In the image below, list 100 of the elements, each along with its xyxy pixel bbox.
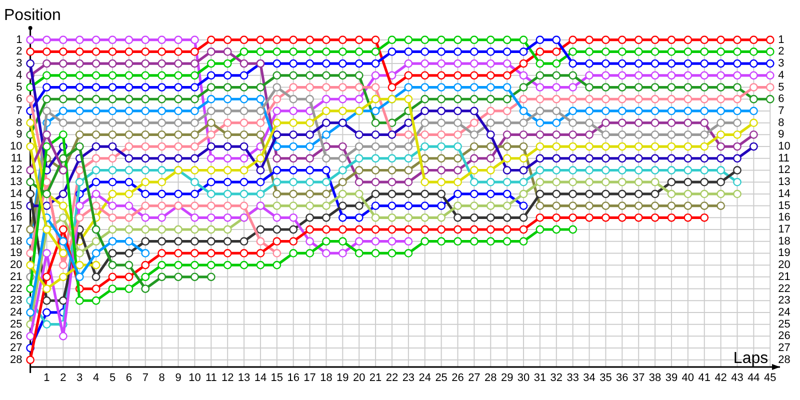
- point: [667, 59, 676, 68]
- y2-tick-label: 3: [778, 58, 784, 70]
- point: [141, 237, 150, 246]
- point: [174, 94, 182, 104]
- point: [502, 83, 512, 92]
- point: [454, 83, 462, 92]
- point: [92, 71, 100, 80]
- point: [124, 213, 134, 222]
- y-tick-label: 5: [16, 81, 22, 94]
- point: [223, 71, 232, 80]
- point: [240, 48, 248, 56]
- point: [289, 237, 298, 246]
- point: [289, 202, 298, 210]
- point: [223, 225, 232, 234]
- point: [371, 154, 380, 163]
- x-tick-label: 21: [369, 372, 382, 384]
- point: [470, 202, 478, 210]
- point: [124, 225, 134, 234]
- point: [124, 154, 134, 163]
- point: [502, 166, 512, 174]
- point: [306, 166, 314, 174]
- point: [141, 272, 150, 282]
- point: [650, 213, 660, 222]
- point: [684, 94, 692, 104]
- point: [58, 296, 68, 305]
- point: [92, 154, 100, 163]
- y-tick-label: 2: [16, 46, 22, 58]
- y-tick-label: 20: [10, 259, 22, 272]
- point: [552, 36, 561, 44]
- point: [306, 225, 314, 234]
- point: [502, 130, 512, 139]
- point: [338, 178, 347, 186]
- point: [437, 106, 446, 116]
- point: [420, 225, 430, 234]
- point: [42, 106, 51, 116]
- point: [766, 36, 774, 44]
- point: [124, 284, 134, 293]
- point: [322, 202, 330, 210]
- point: [552, 118, 561, 128]
- point: [602, 48, 610, 56]
- point: [602, 190, 610, 198]
- x-tick-label: 18: [320, 372, 332, 384]
- point: [223, 118, 232, 128]
- point: [486, 142, 495, 151]
- point: [141, 48, 150, 56]
- point: [306, 118, 314, 128]
- point: [190, 178, 199, 186]
- point: [470, 106, 478, 116]
- point: [158, 118, 166, 128]
- point: [733, 166, 742, 174]
- point: [650, 59, 660, 68]
- point: [75, 83, 84, 92]
- point: [158, 36, 166, 44]
- point: [141, 284, 150, 293]
- point: [650, 83, 660, 92]
- point: [354, 130, 364, 139]
- x-tick-label: 6: [126, 372, 132, 384]
- point: [92, 142, 100, 151]
- point: [272, 178, 282, 186]
- point: [124, 178, 134, 186]
- y2-tick-label: 6: [778, 93, 784, 106]
- point: [602, 154, 610, 163]
- point: [667, 202, 676, 210]
- point: [58, 225, 68, 234]
- point: [470, 48, 478, 56]
- point: [585, 59, 594, 68]
- point: [75, 249, 84, 258]
- point: [92, 272, 100, 282]
- point: [766, 59, 774, 68]
- point: [371, 190, 380, 198]
- point: [158, 106, 166, 116]
- point: [289, 249, 298, 258]
- point: [650, 142, 660, 151]
- x-tick-label: 35: [600, 372, 612, 384]
- point: [26, 94, 34, 104]
- point: [519, 130, 528, 139]
- point: [75, 71, 84, 80]
- point: [684, 166, 692, 174]
- point: [42, 48, 51, 56]
- point: [174, 118, 182, 128]
- point: [289, 225, 298, 234]
- point: [190, 106, 199, 116]
- point: [536, 59, 544, 68]
- point: [684, 71, 692, 80]
- point: [256, 118, 265, 128]
- point: [388, 190, 396, 198]
- point: [338, 83, 347, 92]
- point: [75, 48, 84, 56]
- point: [502, 118, 512, 128]
- point: [519, 166, 528, 174]
- point: [75, 296, 84, 305]
- point: [371, 225, 380, 234]
- x-axis-title: Laps: [733, 350, 768, 367]
- point: [371, 48, 380, 56]
- point: [108, 178, 117, 186]
- point: [158, 225, 166, 234]
- x-tick-label: 33: [566, 372, 579, 384]
- point: [75, 142, 84, 151]
- point: [206, 260, 216, 270]
- point: [470, 142, 478, 151]
